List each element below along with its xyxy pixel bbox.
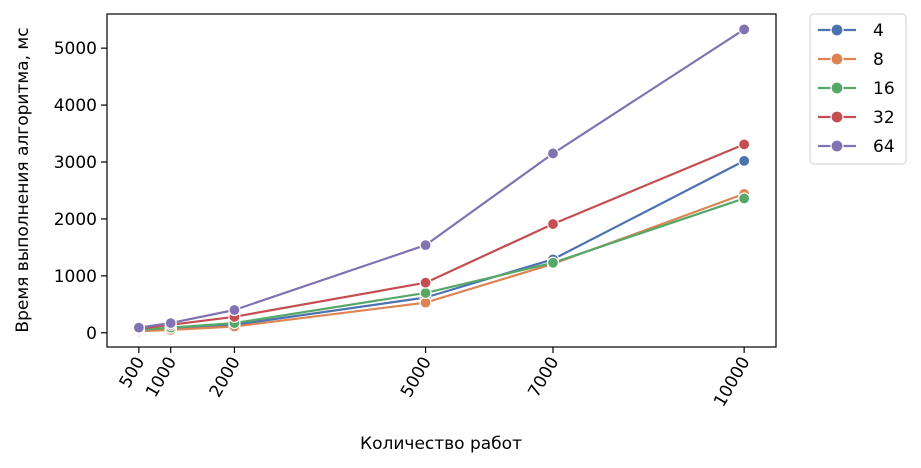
data-point-16 (738, 192, 751, 205)
legend-label-32: 32 (873, 108, 895, 128)
y-tick-label: 2000 (54, 210, 97, 230)
data-point-16 (419, 286, 432, 300)
y-tick-label: 0 (86, 324, 97, 344)
data-point-64 (132, 321, 145, 334)
y-tick-label: 3000 (54, 153, 97, 173)
data-point-32 (546, 217, 560, 231)
data-point-64 (228, 303, 241, 317)
data-point-64 (419, 239, 432, 252)
x-tick-label: 7000 (524, 354, 563, 401)
legend-label-64: 64 (873, 137, 895, 157)
y-tick-label: 1000 (54, 267, 97, 287)
data-point-64 (546, 147, 560, 160)
x-axis-label: Количество работ (360, 434, 522, 454)
data-point-64 (738, 23, 751, 36)
legend-frame (809, 13, 907, 165)
legend-label-16: 16 (873, 79, 895, 99)
data-point-32 (419, 276, 432, 289)
data-point-16 (546, 256, 560, 269)
data-point-32 (738, 138, 751, 151)
legend-label-8: 8 (873, 50, 884, 70)
legend-marker-32 (830, 110, 844, 124)
data-point-4 (738, 154, 751, 167)
x-tick-label: 1000 (142, 354, 181, 401)
plot-area (106, 13, 777, 348)
legend: 4 8 16 32 64 (809, 13, 907, 165)
y-tick-label: 5000 (54, 39, 97, 59)
y-axis-label: Время выполнения алгоритма, мс (13, 27, 33, 332)
y-axis: 0 1000 2000 3000 4000 5000 (54, 39, 107, 344)
x-tick-label: 5000 (397, 354, 436, 401)
legend-marker-4 (830, 23, 844, 37)
legend-marker-64 (830, 139, 844, 153)
data-point-64 (164, 316, 177, 330)
legend-marker-8 (830, 52, 844, 66)
legend-label-4: 4 (873, 21, 884, 41)
legend-marker-16 (830, 81, 844, 95)
x-tick-label: 10000 (710, 354, 754, 411)
y-tick-label: 4000 (54, 96, 97, 116)
x-tick-label: 2000 (206, 354, 245, 401)
series-points (132, 23, 751, 338)
